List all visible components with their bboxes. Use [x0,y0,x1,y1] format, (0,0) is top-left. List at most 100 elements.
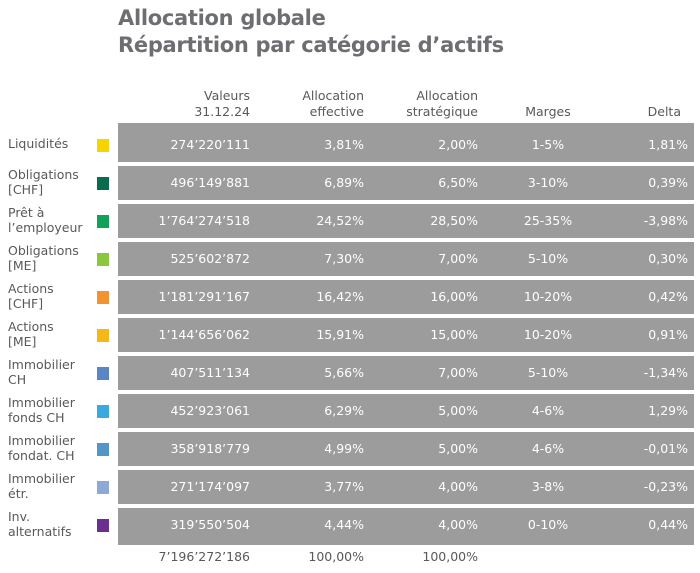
cell-delta: -3,98% [643,213,688,228]
cell-marges: 5-10% [527,251,569,266]
table-row: Liquidités 274’220’111 3,81% 2,00% 1-5% 1,81% [0,126,700,164]
header-strategique-line1: Allocation [416,88,478,103]
cell-marges: 4-6% [531,403,565,418]
category-color-swatch [97,253,109,266]
row-label: Liquidités [8,136,94,151]
cell-allocation-strategique: 15,00% [430,327,478,342]
row-background [118,128,694,162]
row-label: Actions [ME] [8,319,94,349]
cell-allocation-strategique: 6,50% [438,175,478,190]
cell-allocation-strategique: 4,00% [438,479,478,494]
row-label: Immobilier CH [8,357,94,387]
cell-marges: 10-20% [523,327,573,342]
row-background [118,432,694,466]
row-background [118,242,694,276]
table-row: Immobilier CH 407’511’134 5,66% 7,00% 5-10% -1… [0,354,700,392]
cell-valeur: 319’550’504 [170,517,250,532]
cell-allocation-effective: 4,44% [324,517,364,532]
cell-marges: 3-10% [527,175,569,190]
category-color-swatch [97,405,109,418]
cell-valeur: 1’181’291’167 [158,289,250,304]
header-valeurs-line2: 31.12.24 [194,104,250,119]
header-valeurs: Valeurs 31.12.24 [170,88,250,120]
table-row: Immobilier fondat. CH 358’918’779 4,99% 5,00… [0,430,700,468]
row-label-line1: Immobilier [8,433,75,448]
row-label-line2: fondat. CH [8,448,75,463]
table-bottom-band [118,537,694,545]
row-label-line1: Actions [8,319,54,334]
row-background [118,470,694,504]
table-row: Actions [ME] 1’144’656’062 15,91% 15,00% 10-2… [0,316,700,354]
category-color-swatch [97,215,109,228]
category-color-swatch [97,291,109,304]
row-background [118,394,694,428]
cell-delta: 0,91% [648,327,688,342]
cell-allocation-strategique: 7,00% [438,251,478,266]
cell-valeur: 358’918’779 [170,441,250,456]
row-label-line1: Immobilier [8,471,75,486]
cell-allocation-effective: 24,52% [316,213,364,228]
total-valeur: 7’196’272’186 [158,549,250,564]
cell-delta: 0,44% [648,517,688,532]
row-label-line2: l’employeur [8,220,83,235]
row-label-line1: Obligations [8,167,79,182]
cell-valeur: 525’602’872 [170,251,250,266]
table-row: Obligations [ME] 525’602’872 7,30% 7,00% 5-10… [0,240,700,278]
cell-marges: 5-10% [527,365,569,380]
row-label-line1: Immobilier [8,357,75,372]
cell-allocation-strategique: 28,50% [430,213,478,228]
header-strategique-line2: stratégique [406,104,478,119]
cell-delta: 0,39% [648,175,688,190]
cell-delta: 1,29% [648,403,688,418]
row-label: Immobilier fonds CH [8,395,94,425]
cell-allocation-strategique: 7,00% [438,365,478,380]
cell-allocation-effective: 6,29% [324,403,364,418]
table-row: Prêt à l’employeur 1’764’274’518 24,52% 28,5… [0,202,700,240]
category-color-swatch [97,481,109,494]
row-background [118,508,694,542]
row-label-line2: [CHF] [8,296,44,311]
category-color-swatch [97,329,109,342]
cell-valeur: 452’923’061 [170,403,250,418]
cell-allocation-effective: 15,91% [316,327,364,342]
row-label-line2: alternatifs [8,524,72,539]
category-color-swatch [97,367,109,380]
totals-row: 7’196’272’186 100,00% 100,00% [0,549,700,569]
cell-allocation-strategique: 5,00% [438,403,478,418]
row-background [118,204,694,238]
row-label: Inv. alternatifs [8,509,94,539]
category-color-swatch [97,177,109,190]
cell-allocation-strategique: 16,00% [430,289,478,304]
cell-allocation-effective: 5,66% [324,365,364,380]
cell-delta: -1,34% [643,365,688,380]
row-label-line2: étr. [8,486,29,501]
table-row: Immobilier fonds CH 452’923’061 6,29% 5,00% 4… [0,392,700,430]
row-background [118,318,694,352]
page-title: Allocation globale [118,6,326,30]
table-top-band [118,123,694,128]
row-label-line2: [CHF] [8,182,44,197]
row-label: Immobilier étr. [8,471,94,501]
cell-marges: 0-10% [527,517,569,532]
row-label-line1: Immobilier [8,395,75,410]
row-label-line1: Prêt à [8,205,45,220]
row-label-line1: Inv. [8,509,31,524]
table-row: Obligations [CHF] 496’149’881 6,89% 6,50% 3-1… [0,164,700,202]
row-label-line2: [ME] [8,258,37,273]
cell-allocation-strategique: 5,00% [438,441,478,456]
cell-marges: 4-6% [531,441,565,456]
cell-delta: 1,81% [648,137,688,152]
header-valeurs-line1: Valeurs [204,88,250,103]
cell-allocation-effective: 3,77% [324,479,364,494]
header-marges: Marges [525,104,571,119]
row-background [118,166,694,200]
cell-valeur: 274’220’111 [170,137,250,152]
header-effective-line2: effective [309,104,364,119]
table-row: Actions [CHF] 1’181’291’167 16,42% 16,00% 10-… [0,278,700,316]
row-label-line1: Actions [8,281,54,296]
header-allocation-strategique: Allocation stratégique [378,88,478,120]
cell-marges: 10-20% [523,289,573,304]
category-color-swatch [97,443,109,456]
cell-marges: 3-8% [531,479,565,494]
row-label: Actions [CHF] [8,281,94,311]
